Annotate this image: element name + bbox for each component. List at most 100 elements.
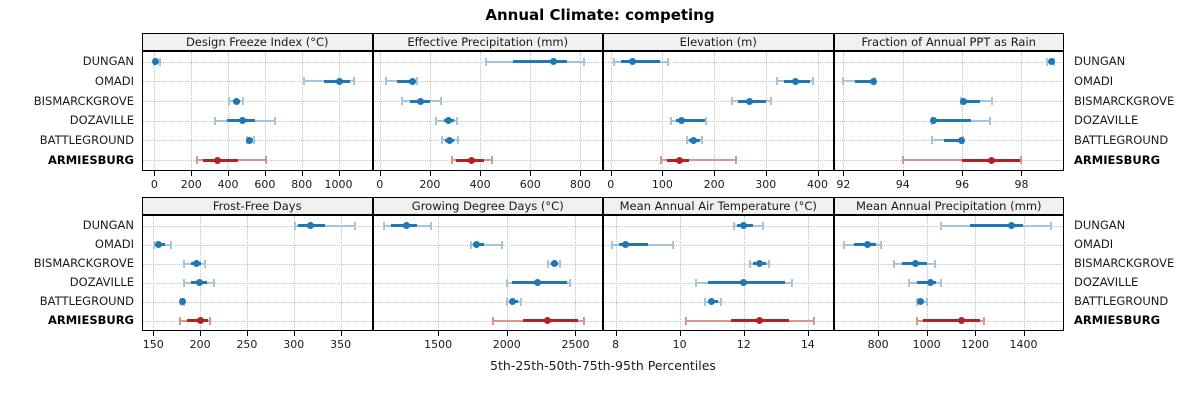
row-gridline xyxy=(373,282,602,284)
x-gridline xyxy=(154,52,156,170)
data-row xyxy=(834,52,1063,72)
median-dot xyxy=(550,260,558,267)
panel-strip: Elevation (m) xyxy=(603,33,834,51)
data-row xyxy=(834,150,1063,170)
row-gridline xyxy=(604,81,833,83)
whisker-cap xyxy=(939,278,942,287)
data-row xyxy=(143,111,372,131)
row-gridline xyxy=(834,61,1063,63)
whisker-cap xyxy=(213,278,216,287)
median-dot xyxy=(1047,58,1055,66)
x-gridline xyxy=(1023,216,1025,330)
y-axis-label-left: DUNGAN xyxy=(82,54,134,69)
x-gridline xyxy=(714,52,716,170)
panel xyxy=(142,215,373,331)
x-tick-label: 98 xyxy=(1014,178,1029,191)
data-row xyxy=(604,235,833,254)
interquartile-bar xyxy=(932,119,971,123)
x-tick-label: 1400 xyxy=(1009,338,1038,351)
x-axis-title: 5th-25th-50th-75th-95th Percentiles xyxy=(490,358,716,373)
x-tick-mark xyxy=(264,171,266,176)
whisker-cap xyxy=(469,240,472,249)
interquartile-bar xyxy=(922,319,980,322)
row-gridline xyxy=(143,101,372,103)
median-dot xyxy=(988,156,996,164)
x-gridline xyxy=(340,216,342,330)
median-dot xyxy=(927,279,935,286)
x-tick-label: 400 xyxy=(469,178,491,191)
row-gridline xyxy=(834,301,1063,303)
x-gridline xyxy=(379,52,381,170)
x-tick-label: 800 xyxy=(569,178,591,191)
whisker-cap xyxy=(441,136,444,145)
data-row xyxy=(604,254,833,273)
data-row xyxy=(834,91,1063,111)
y-axis-label-right: DOZAVILLE xyxy=(1074,113,1139,128)
panel-strip: Frost-Free Days xyxy=(142,197,373,215)
whisker-cap xyxy=(214,116,217,125)
row-gridline xyxy=(604,140,833,142)
data-row xyxy=(834,131,1063,151)
x-gridline xyxy=(480,52,482,170)
x-tick-mark xyxy=(679,331,681,336)
row-gridline xyxy=(143,320,372,322)
median-dot xyxy=(155,241,163,248)
x-gridline xyxy=(338,52,340,170)
panel xyxy=(142,51,373,171)
row-gridline xyxy=(604,225,833,227)
interquartile-bar xyxy=(676,119,705,123)
median-dot xyxy=(677,117,685,125)
interquartile-bar xyxy=(397,79,416,83)
x-gridline xyxy=(264,52,266,170)
row-gridline xyxy=(604,263,833,265)
x-tick-mark xyxy=(191,171,193,176)
data-row xyxy=(834,216,1063,235)
data-row xyxy=(834,111,1063,131)
data-row xyxy=(604,273,833,292)
panel xyxy=(603,215,834,331)
panel-strip: Effective Precipitation (mm) xyxy=(372,33,603,51)
x-tick-label: 2500 xyxy=(561,338,590,351)
x-tick-label: 200 xyxy=(703,178,725,191)
x-tick-mark xyxy=(480,171,482,176)
data-row xyxy=(373,273,602,292)
x-tick-label: 300 xyxy=(755,178,777,191)
data-row xyxy=(373,72,602,92)
data-row xyxy=(373,131,602,151)
whisker-cap xyxy=(547,259,549,268)
whisker-cap xyxy=(916,316,919,325)
x-gridline xyxy=(817,52,819,170)
data-row xyxy=(143,131,372,151)
median-dot xyxy=(178,298,186,305)
median-dot xyxy=(621,241,629,248)
median-dot xyxy=(192,260,200,267)
interquartile-bar xyxy=(962,99,980,103)
x-tick-mark xyxy=(200,331,202,336)
percentile-whisker xyxy=(470,243,502,246)
data-row xyxy=(143,72,372,92)
x-tick-label: 96 xyxy=(955,178,970,191)
x-tick-label: 94 xyxy=(895,178,910,191)
whisker-cap xyxy=(506,297,509,306)
row-gridline xyxy=(143,61,372,63)
x-gridline xyxy=(743,216,745,330)
whisker-cap xyxy=(660,156,663,165)
x-tick-mark xyxy=(878,331,880,336)
x-gridline xyxy=(807,216,809,330)
x-tick-label: 150 xyxy=(142,338,164,351)
y-axis-label-left: ARMIESBURG xyxy=(47,313,134,327)
whisker-cap xyxy=(672,240,675,249)
median-dot xyxy=(152,58,160,66)
whisker-cap xyxy=(302,77,305,86)
x-gridline xyxy=(679,216,681,330)
row-gridline xyxy=(373,225,602,227)
row-gridline xyxy=(834,263,1063,265)
x-tick-label: 400 xyxy=(807,178,828,191)
whisker-cap xyxy=(705,116,708,125)
median-dot xyxy=(509,298,517,305)
whisker-cap xyxy=(485,57,488,66)
median-dot xyxy=(533,279,541,286)
y-axis-label-left: DOZAVILLE xyxy=(69,113,134,128)
row-gridline xyxy=(834,101,1063,103)
